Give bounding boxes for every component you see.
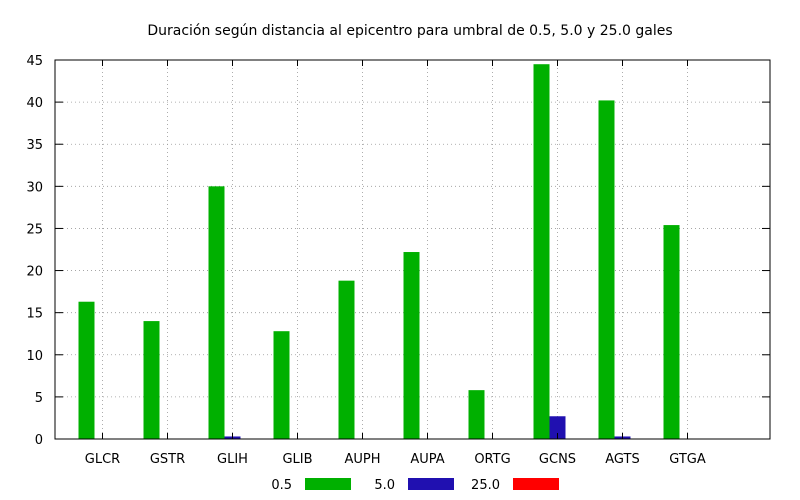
chart-title: Duración según distancia al epicentro pa…	[147, 23, 672, 39]
y-tick-label: 40	[26, 96, 43, 111]
x-tick-label: AUPH	[344, 452, 380, 467]
y-tick-label: 30	[26, 180, 43, 195]
legend-swatch-0.5	[305, 478, 351, 490]
y-tick-label: 45	[26, 54, 43, 69]
bars	[78, 64, 680, 439]
y-tick-label: 0	[35, 433, 43, 448]
x-tick-label: GLIH	[217, 452, 248, 467]
bar-0.5-GLIH	[208, 186, 225, 439]
y-tick-label: 5	[35, 391, 43, 406]
y-tick-label: 20	[26, 265, 43, 280]
y-tick-label: 15	[26, 307, 43, 322]
bar-5.0-GCNS	[549, 416, 566, 439]
bar-0.5-GLIB	[273, 331, 290, 439]
axes: 0 5 10 15 20 25 30 35 40 45 GLCR GSTR GLIH GLIB AUPH AU…	[26, 54, 771, 467]
legend-label-25.0: 25.0	[471, 478, 500, 493]
x-tick-label: AGTS	[605, 452, 639, 467]
legend-label-5.0: 5.0	[374, 478, 395, 493]
x-tick-label: GCNS	[539, 452, 576, 467]
legend-label-0.5: 0.5	[271, 478, 292, 493]
x-tick-label: GLCR	[85, 452, 120, 467]
bar-0.5-ORTG	[468, 390, 485, 439]
bar-0.5-GLCR	[78, 301, 95, 439]
y-tick-label: 25	[26, 222, 43, 237]
bar-0.5-AGTS	[598, 100, 615, 439]
bar-0.5-AUPA	[403, 252, 420, 439]
x-tick-label: GSTR	[150, 452, 185, 467]
legend-swatch-5.0	[408, 478, 454, 490]
bar-0.5-GCNS	[533, 64, 550, 439]
bar-0.5-AUPH	[338, 280, 355, 439]
y-tick-label: 35	[26, 138, 43, 153]
plot-frame	[54, 59, 771, 440]
x-tick-label: AUPA	[410, 452, 444, 467]
legend-swatch-25.0	[513, 478, 559, 490]
bar-0.5-GTGA	[663, 225, 680, 439]
legend: 0.5 5.0 25.0	[271, 478, 559, 493]
y-tick-label: 10	[26, 349, 43, 364]
bar-0.5-GSTR	[143, 321, 160, 439]
x-tick-label: GLIB	[282, 452, 312, 467]
x-tick-label: GTGA	[669, 452, 706, 467]
x-tick-label: ORTG	[474, 452, 510, 467]
